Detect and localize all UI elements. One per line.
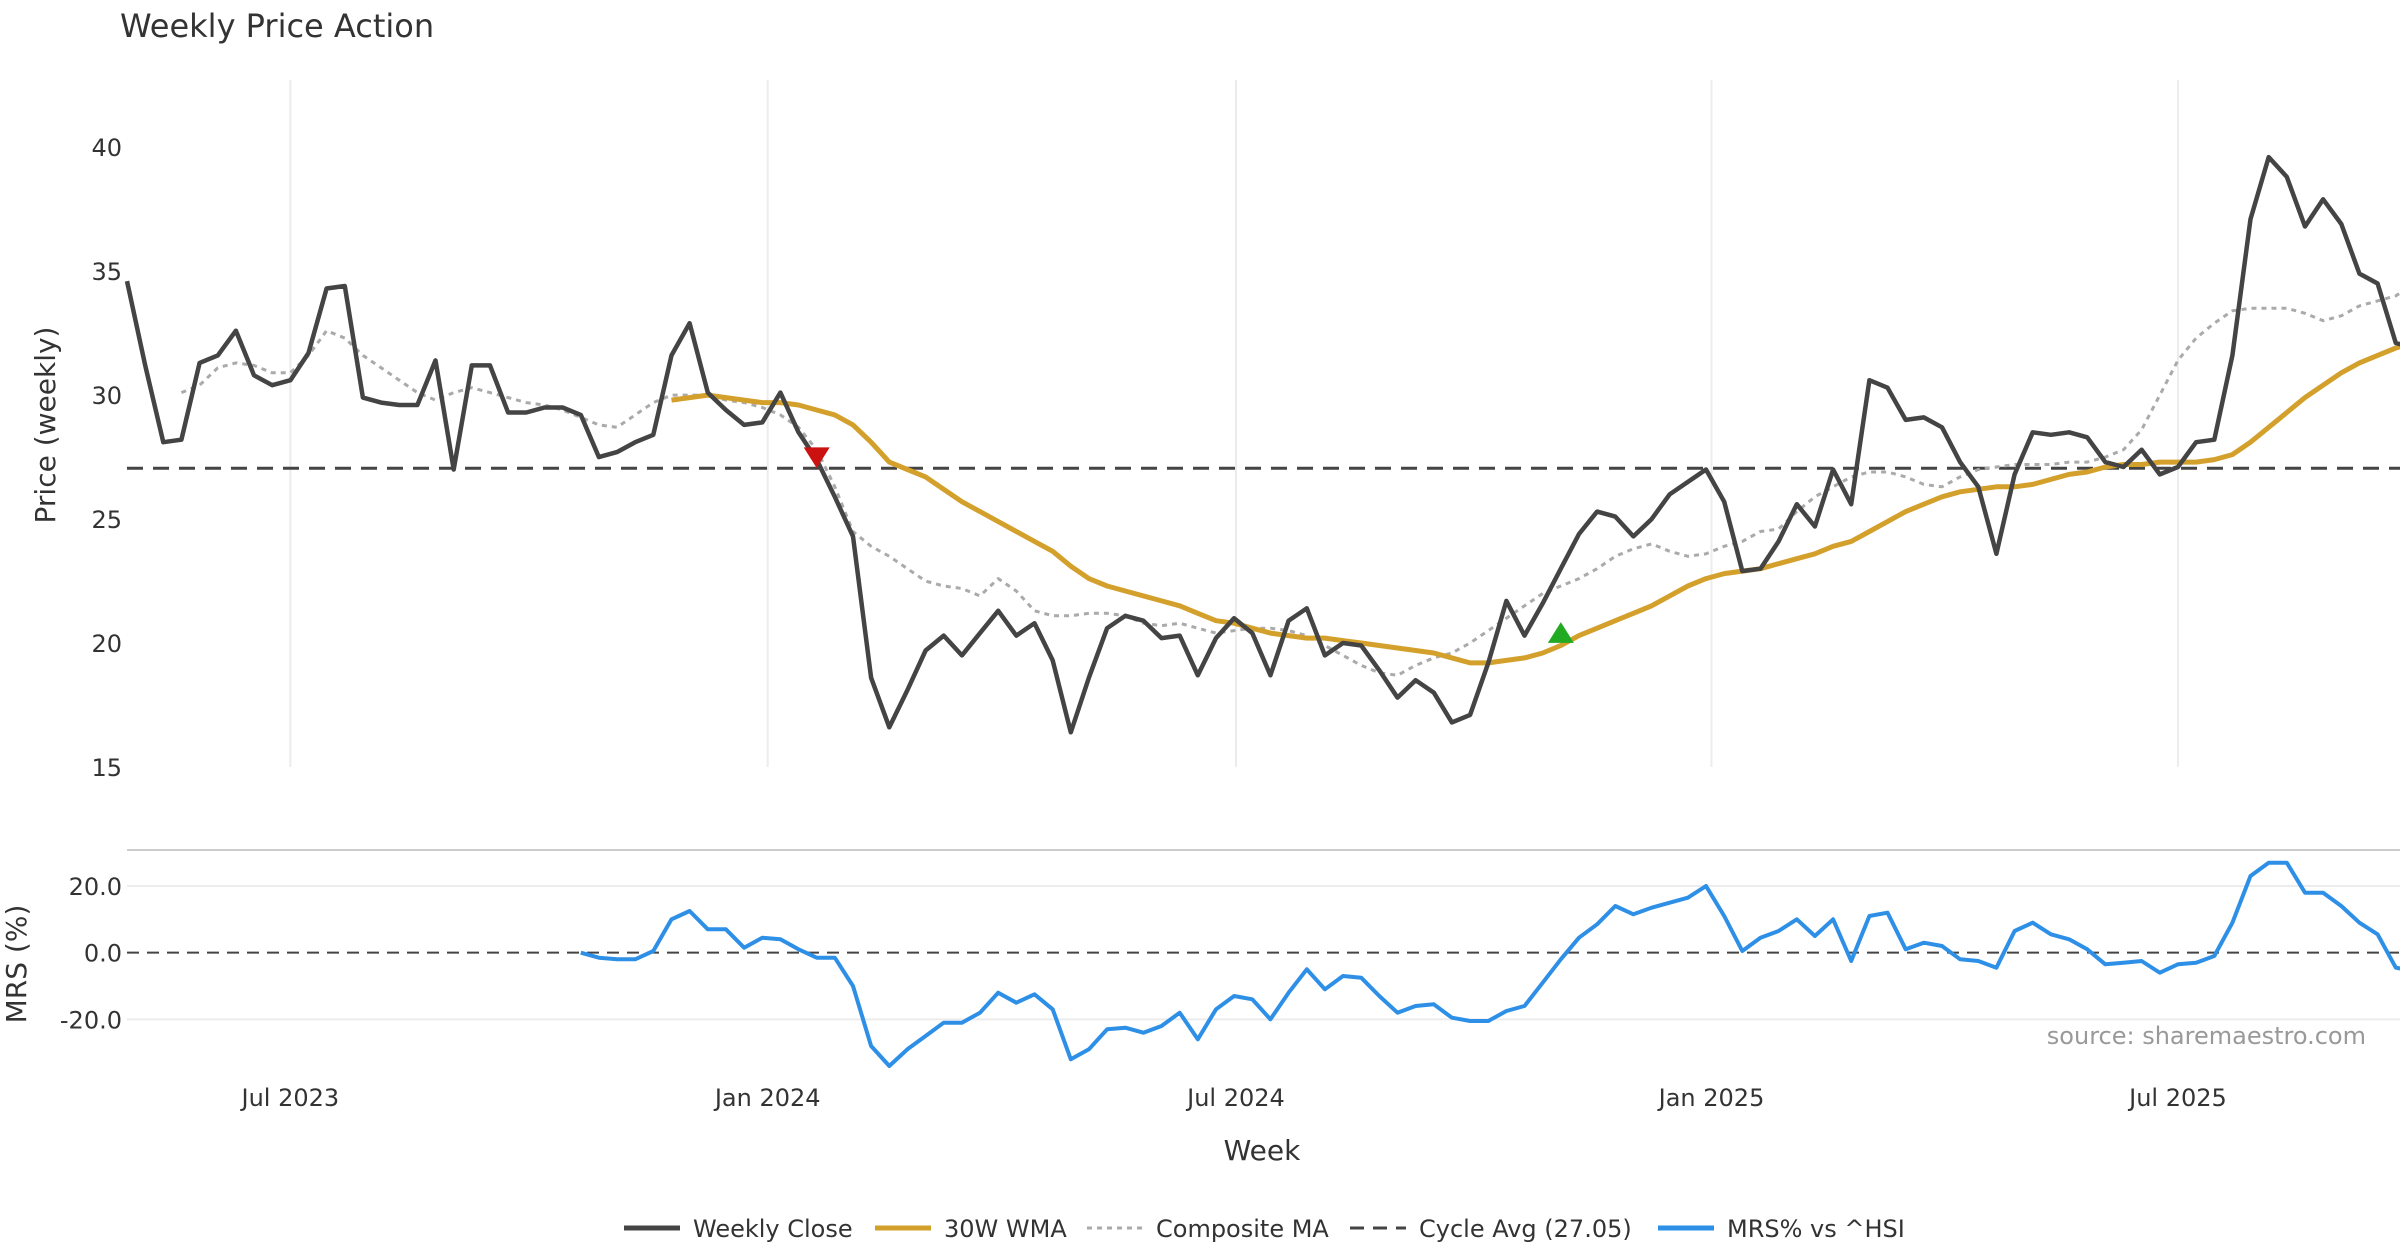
x-tick-1: Jan 2024	[713, 1084, 821, 1112]
signal-markers	[803, 447, 1574, 643]
mrs-y-tick-1: 0.0	[84, 940, 122, 968]
sell-signal-marker	[803, 447, 830, 469]
price-y-ticks: 15 20 25 30 35 40	[91, 134, 122, 782]
series-mrs	[580, 860, 2400, 1068]
legend-label-3: Cycle Avg (27.05)	[1419, 1215, 1632, 1243]
legend-label-1: 30W WMA	[944, 1215, 1067, 1243]
x-tick-3: Jan 2025	[1657, 1084, 1765, 1112]
price-y-axis-label: Price (weekly)	[29, 327, 62, 524]
price-grid	[289, 80, 2179, 767]
price-y-tick-1: 20	[91, 630, 122, 658]
price-y-tick-0: 15	[91, 754, 122, 782]
x-ticks: Jul 2023 Jan 2024 Jul 2024 Jan 2025 Jul 2025	[240, 1084, 2227, 1112]
mrs-y-tick-2: -20.0	[60, 1006, 122, 1034]
price-y-tick-5: 40	[91, 134, 122, 162]
chart-title: Weekly Price Action	[120, 7, 434, 45]
legend-label-2: Composite MA	[1156, 1215, 1329, 1243]
x-tick-4: Jul 2025	[2127, 1084, 2227, 1112]
legend: Weekly Close 30W WMA Composite MA Cycle Avg…	[624, 1215, 1905, 1243]
price-y-tick-2: 25	[91, 506, 122, 534]
mrs-grid	[127, 885, 2400, 1021]
watermark: source: sharemaestro.com	[2047, 1022, 2366, 1050]
price-y-tick-4: 35	[91, 258, 122, 286]
series-composite-ma	[180, 291, 2400, 677]
x-axis-label: Week	[1224, 1134, 1301, 1167]
price-series	[124, 154, 2400, 735]
series-weekly-close	[124, 154, 2400, 735]
price-y-tick-3: 30	[91, 382, 122, 410]
x-tick-2: Jul 2024	[1185, 1084, 1285, 1112]
legend-label-0: Weekly Close	[693, 1215, 853, 1243]
x-tick-0: Jul 2023	[240, 1084, 340, 1112]
series-30w-wma	[671, 344, 2400, 666]
mrs-series	[580, 860, 2400, 1068]
legend-label-4: MRS% vs ^HSI	[1727, 1215, 1905, 1243]
mrs-y-tick-0: 20.0	[69, 873, 122, 901]
buy-signal-marker	[1547, 622, 1574, 643]
mrs-y-ticks: 20.0 0.0 -20.0	[60, 873, 122, 1034]
mrs-y-axis-label: MRS (%)	[0, 905, 33, 1024]
